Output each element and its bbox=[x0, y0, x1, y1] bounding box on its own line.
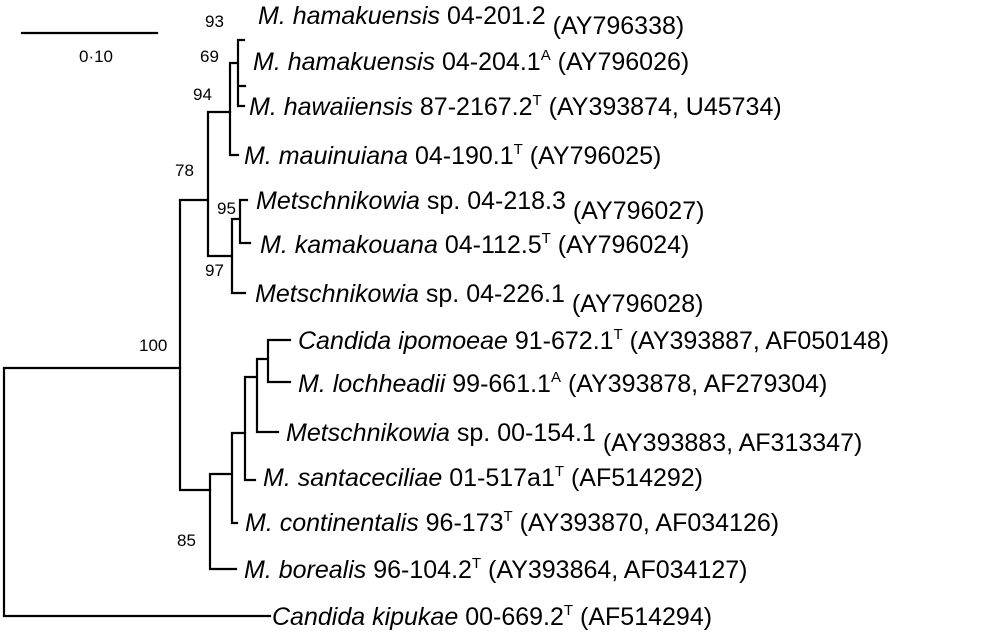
taxon-label: Metschnikowia sp. 04-226.1 (AY796028) bbox=[255, 280, 703, 318]
tree-branches bbox=[2, 38, 292, 618]
taxon-label: M. hamakuensis 04-201.2 (AY796338) bbox=[258, 2, 684, 40]
taxon-label: M. mauinuiana 04-190.1T (AY796025) bbox=[244, 141, 661, 170]
kamakouana-group-branch bbox=[230, 198, 252, 295]
bootstrap-values: 93 69 94 78 95 97 100 85 bbox=[139, 12, 236, 550]
bootstrap-value: 85 bbox=[177, 531, 196, 550]
ingroup-branch bbox=[178, 198, 212, 492]
bootstrap-value: 95 bbox=[217, 199, 236, 218]
taxon-label: Metschnikowia sp. 04-218.3 (AY796027) bbox=[256, 187, 704, 225]
taxon-label: Candida kipukae 00-669.2T (AF514294) bbox=[272, 602, 712, 631]
hawaiian-clade-branch bbox=[206, 110, 234, 258]
continental-clade-branch bbox=[208, 431, 247, 571]
taxon-label: M. santaceciliae 01-517a1T (AF514292) bbox=[263, 463, 703, 492]
taxon-label: Candida ipomoeae 91-672.1T (AY393887, AF… bbox=[298, 326, 889, 355]
taxon-labels: M. hamakuensis 04-201.2 (AY796338) M. ha… bbox=[244, 2, 889, 631]
scale-bar: 0·10 bbox=[20, 31, 159, 66]
taxon-label: M. hawaiiensis 87-2167.2T (AY393874, U45… bbox=[249, 92, 782, 121]
scale-bar-label: 0·10 bbox=[79, 47, 113, 66]
bootstrap-value: 100 bbox=[139, 336, 167, 355]
bootstrap-value: 93 bbox=[205, 12, 224, 31]
taxon-label: M. borealis 96-104.2T (AY393864, AF03412… bbox=[244, 555, 748, 584]
taxon-label: M. hamakuensis 04-204.1A (AY796026) bbox=[253, 47, 689, 76]
hamakuensis-group-branch bbox=[228, 38, 247, 157]
taxon-label: Metschnikowia sp. 00-154.1 (AY393883, AF… bbox=[286, 419, 862, 457]
bootstrap-value: 97 bbox=[205, 261, 224, 280]
bootstrap-value: 69 bbox=[200, 47, 219, 66]
bootstrap-value: 78 bbox=[175, 161, 194, 180]
taxon-label: M. continentalis 96-173T (AY393870, AF03… bbox=[245, 508, 779, 537]
taxon-label: M. lochheadii 99-661.1A (AY393878, AF279… bbox=[298, 369, 827, 398]
lochheadii-group-branch bbox=[243, 338, 292, 482]
root-branch bbox=[2, 366, 272, 618]
taxon-label: M. kamakouana 04-112.5T (AY796024) bbox=[260, 230, 689, 259]
bootstrap-value: 94 bbox=[193, 85, 212, 104]
